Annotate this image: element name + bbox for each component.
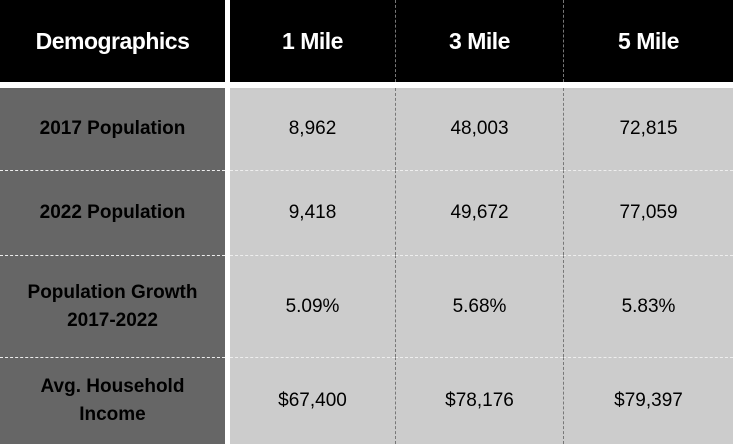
row-label: 2022 Population [0, 170, 225, 255]
column-header: 1 Mile [230, 0, 395, 82]
cell-value: 5.09% [230, 255, 395, 357]
cell-value: 5.83% [563, 255, 733, 357]
cell-value: 77,059 [563, 170, 733, 255]
header-title: Demographics [0, 0, 225, 82]
column-header: 3 Mile [395, 0, 563, 82]
row-label: Population Growth 2017-2022 [0, 255, 225, 357]
cell-value: 49,672 [395, 170, 563, 255]
cell-value: 48,003 [395, 88, 563, 170]
row-label: Avg. Household Income [0, 357, 225, 444]
cell-value: $67,400 [230, 357, 395, 444]
cell-value: $79,397 [563, 357, 733, 444]
row-label: 2017 Population [0, 88, 225, 170]
cell-value: $78,176 [395, 357, 563, 444]
cell-value: 9,418 [230, 170, 395, 255]
cell-value: 72,815 [563, 88, 733, 170]
cell-value: 5.68% [395, 255, 563, 357]
column-header: 5 Mile [563, 0, 733, 82]
cell-value: 8,962 [230, 88, 395, 170]
